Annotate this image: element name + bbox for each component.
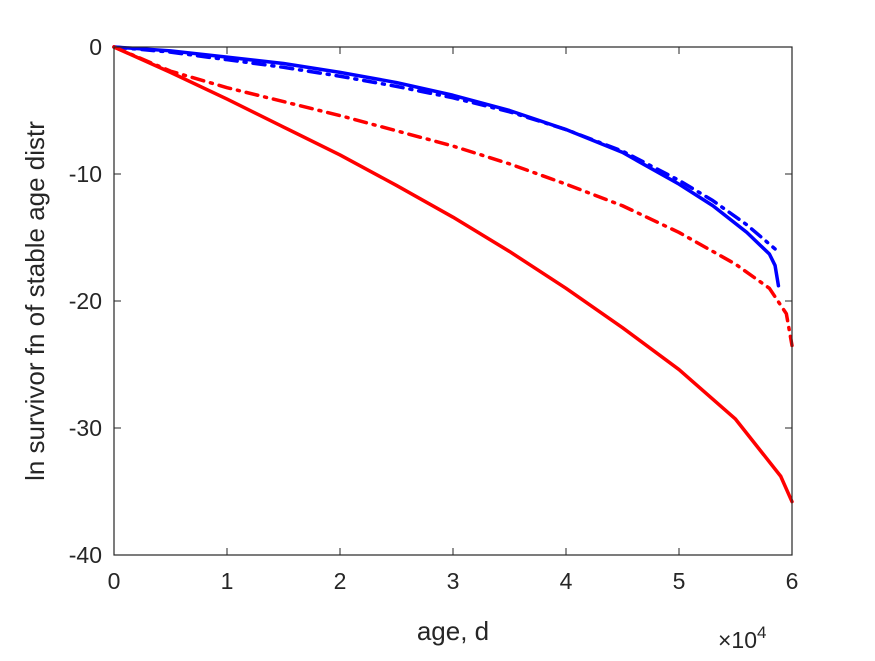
tick-layer: 0 1 2 3 4 5 6 0 -10 -20 -30 -40 bbox=[69, 34, 799, 594]
y-tick-label: -10 bbox=[69, 161, 102, 187]
x-exponent-base: ×10 bbox=[718, 627, 757, 653]
series-layer bbox=[112, 45, 794, 504]
y-tick-label: -40 bbox=[69, 542, 102, 568]
y-axis-label: ln survivor fn of stable age distr bbox=[20, 121, 50, 481]
x-axis-exponent-label: ×104 bbox=[718, 623, 766, 653]
y-tick-label: 0 bbox=[89, 34, 102, 60]
x-tick-label: 5 bbox=[673, 568, 686, 594]
x-tick-label: 2 bbox=[334, 568, 347, 594]
x-tick-label: 1 bbox=[221, 568, 234, 594]
x-axis-label: age, d bbox=[417, 616, 489, 646]
series-line-2 bbox=[112, 45, 777, 251]
series-line-3 bbox=[112, 45, 794, 348]
y-tick-label: -20 bbox=[69, 288, 102, 314]
y-tick-label: -30 bbox=[69, 415, 102, 441]
series-line-4 bbox=[112, 45, 794, 504]
x-tick-label: 0 bbox=[108, 568, 121, 594]
x-tick-label: 6 bbox=[786, 568, 799, 594]
x-tick-label: 3 bbox=[447, 568, 460, 594]
x-tick-label: 4 bbox=[560, 568, 573, 594]
plot-area-frame bbox=[113, 46, 793, 556]
x-exponent-power: 4 bbox=[757, 623, 766, 642]
